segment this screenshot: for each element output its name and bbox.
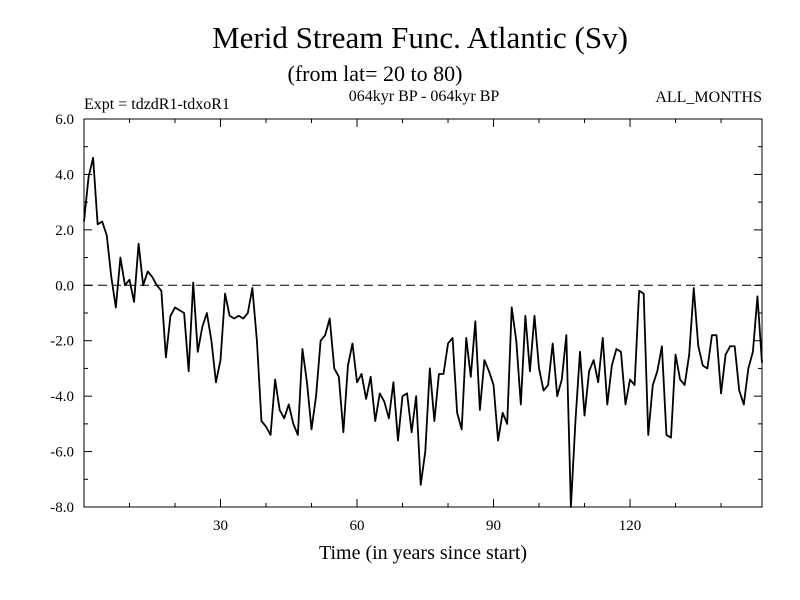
y-tick-label: -8.0 <box>50 500 74 516</box>
chart-subtitle: (from lat= 20 to 80) <box>288 61 463 86</box>
plot-frame <box>83 118 763 508</box>
months-label: ALL_MONTHS <box>655 89 762 106</box>
y-tick-label: -2.0 <box>50 334 74 350</box>
period-label: 064kyr BP - 064kyr BP <box>349 88 500 105</box>
y-tick-label: -4.0 <box>50 389 74 405</box>
y-tick-label: 6.0 <box>55 112 74 128</box>
series-line <box>83 156 763 508</box>
y-tick-label: 4.0 <box>55 167 74 183</box>
plot-area: 6.0 4.0 2.0 0.0 -2.0 -4.0 -6.0 -8.0 30 60 90 120 <box>50 112 763 534</box>
y-tick-label: 2.0 <box>55 223 74 239</box>
y-tick-label: -6.0 <box>50 445 74 461</box>
x-tick-label: 60 <box>350 518 365 534</box>
chart-title: Merid Stream Func. Atlantic (Sv) <box>212 20 628 55</box>
x-axis-label: Time (in years since start) <box>319 542 527 564</box>
experiment-label: Expt = tdzdR1-tdxoR1 <box>84 96 230 113</box>
y-tick-label: 0.0 <box>55 278 74 294</box>
x-tick-label: 120 <box>619 518 642 534</box>
x-tick-label: 30 <box>213 518 228 534</box>
x-tick-label: 90 <box>486 518 501 534</box>
